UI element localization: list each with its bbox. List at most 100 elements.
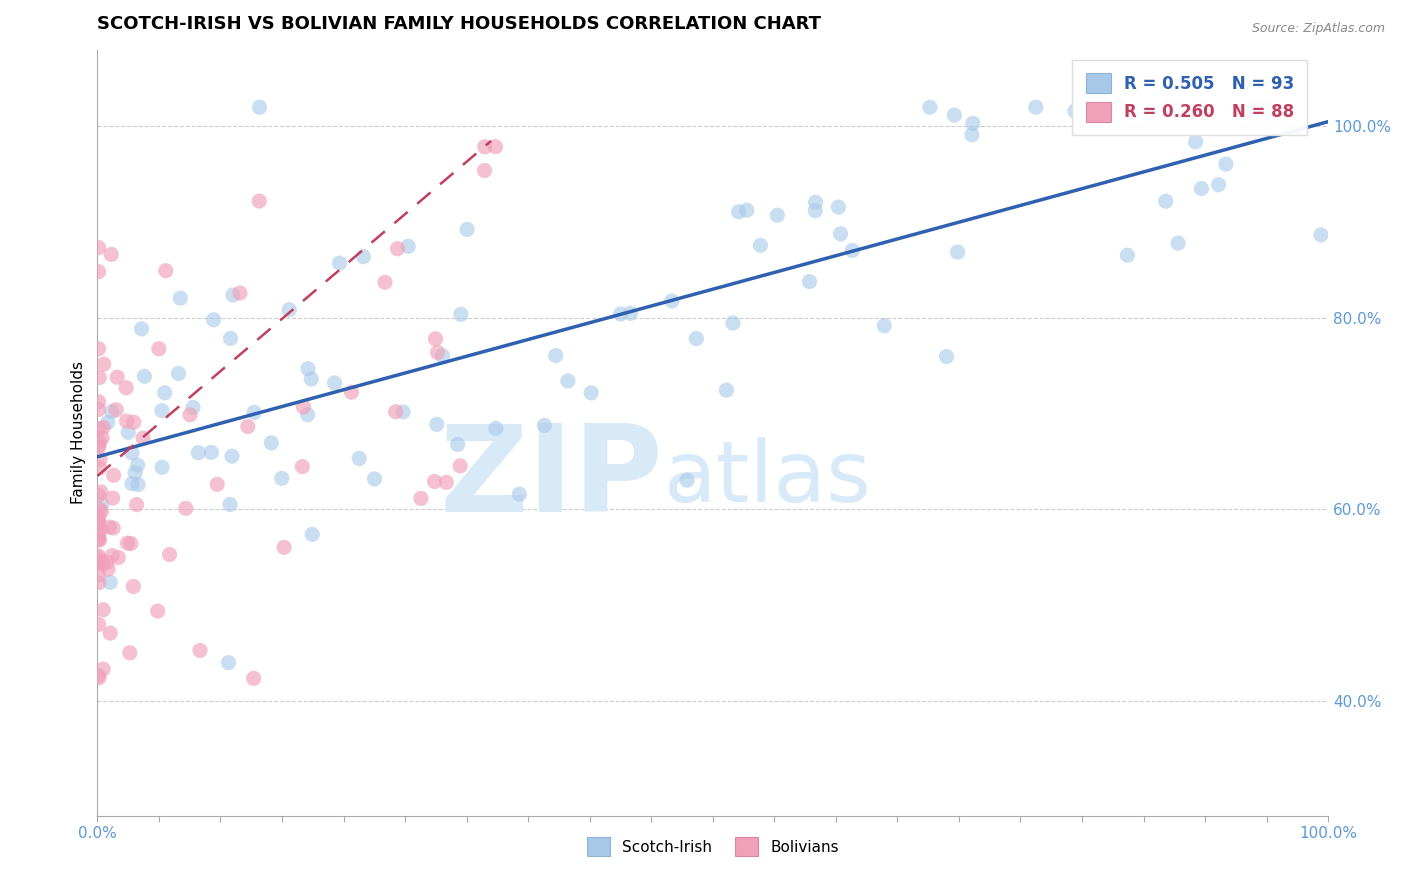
Point xyxy=(107,550,129,565)
Point xyxy=(98,520,121,534)
Point xyxy=(101,549,124,563)
Point xyxy=(384,405,406,419)
Point xyxy=(98,626,121,640)
Point xyxy=(87,422,110,436)
Point xyxy=(1309,227,1331,242)
Point xyxy=(87,555,110,569)
Point xyxy=(155,263,177,277)
Point xyxy=(96,555,118,569)
Point xyxy=(90,505,112,519)
Point xyxy=(202,313,225,327)
Point xyxy=(533,418,555,433)
Point xyxy=(87,265,110,279)
Point xyxy=(101,491,124,505)
Point xyxy=(150,403,173,417)
Point xyxy=(249,100,271,114)
Point xyxy=(87,517,110,532)
Point xyxy=(474,163,496,178)
Point xyxy=(579,385,602,400)
Point xyxy=(146,604,169,618)
Point xyxy=(291,459,314,474)
Point xyxy=(221,449,243,463)
Point xyxy=(1063,104,1085,119)
Point xyxy=(169,291,191,305)
Point xyxy=(619,306,641,320)
Point xyxy=(222,288,245,302)
Point xyxy=(118,646,141,660)
Point xyxy=(766,208,789,222)
Point xyxy=(827,200,849,214)
Point xyxy=(87,557,110,571)
Point xyxy=(1215,157,1237,171)
Point xyxy=(89,452,111,467)
Point xyxy=(127,477,149,491)
Point xyxy=(935,350,957,364)
Point xyxy=(347,451,370,466)
Point xyxy=(87,531,110,545)
Point xyxy=(89,502,111,516)
Point xyxy=(219,497,242,511)
Point xyxy=(87,402,110,417)
Point xyxy=(101,521,124,535)
Point xyxy=(150,460,173,475)
Point xyxy=(328,256,350,270)
Point xyxy=(87,241,110,255)
Point xyxy=(661,293,683,308)
Point xyxy=(735,203,758,218)
Point xyxy=(260,436,283,450)
Point xyxy=(87,532,110,546)
Point xyxy=(87,617,110,632)
Point xyxy=(115,381,138,395)
Point xyxy=(153,385,176,400)
Point xyxy=(946,245,969,260)
Point xyxy=(100,247,122,261)
Point xyxy=(716,383,738,397)
Point xyxy=(323,376,346,390)
Point xyxy=(918,100,941,114)
Point xyxy=(299,372,322,386)
Point xyxy=(131,322,153,336)
Point xyxy=(90,484,112,499)
Point xyxy=(91,557,114,571)
Point xyxy=(87,549,110,563)
Point xyxy=(91,420,114,434)
Point xyxy=(485,421,508,435)
Point xyxy=(117,536,139,550)
Point xyxy=(804,203,827,218)
Point xyxy=(456,222,478,236)
Point xyxy=(87,395,110,409)
Point xyxy=(409,491,432,506)
Point xyxy=(179,408,201,422)
Point xyxy=(609,307,631,321)
Point xyxy=(159,548,181,562)
Point xyxy=(148,342,170,356)
Point xyxy=(962,116,984,130)
Point xyxy=(363,472,385,486)
Point xyxy=(181,401,204,415)
Point xyxy=(685,332,707,346)
Point xyxy=(301,527,323,541)
Point xyxy=(121,476,143,491)
Point xyxy=(93,357,115,371)
Point xyxy=(1167,100,1189,114)
Point xyxy=(121,446,143,460)
Point xyxy=(103,468,125,483)
Point xyxy=(87,575,110,590)
Point xyxy=(87,342,110,356)
Point xyxy=(270,471,292,485)
Point xyxy=(484,139,506,153)
Text: SCOTCH-IRISH VS BOLIVIAN FAMILY HOUSEHOLDS CORRELATION CHART: SCOTCH-IRISH VS BOLIVIAN FAMILY HOUSEHOL… xyxy=(97,15,821,33)
Point xyxy=(1241,100,1264,114)
Point xyxy=(89,461,111,475)
Point xyxy=(1184,135,1206,149)
Point xyxy=(1191,100,1213,114)
Point xyxy=(960,128,983,142)
Point xyxy=(91,662,114,676)
Point xyxy=(117,425,139,440)
Point xyxy=(115,414,138,428)
Point xyxy=(1191,181,1213,195)
Point xyxy=(1154,194,1177,209)
Point xyxy=(97,562,120,576)
Point xyxy=(446,437,468,451)
Point xyxy=(450,307,472,321)
